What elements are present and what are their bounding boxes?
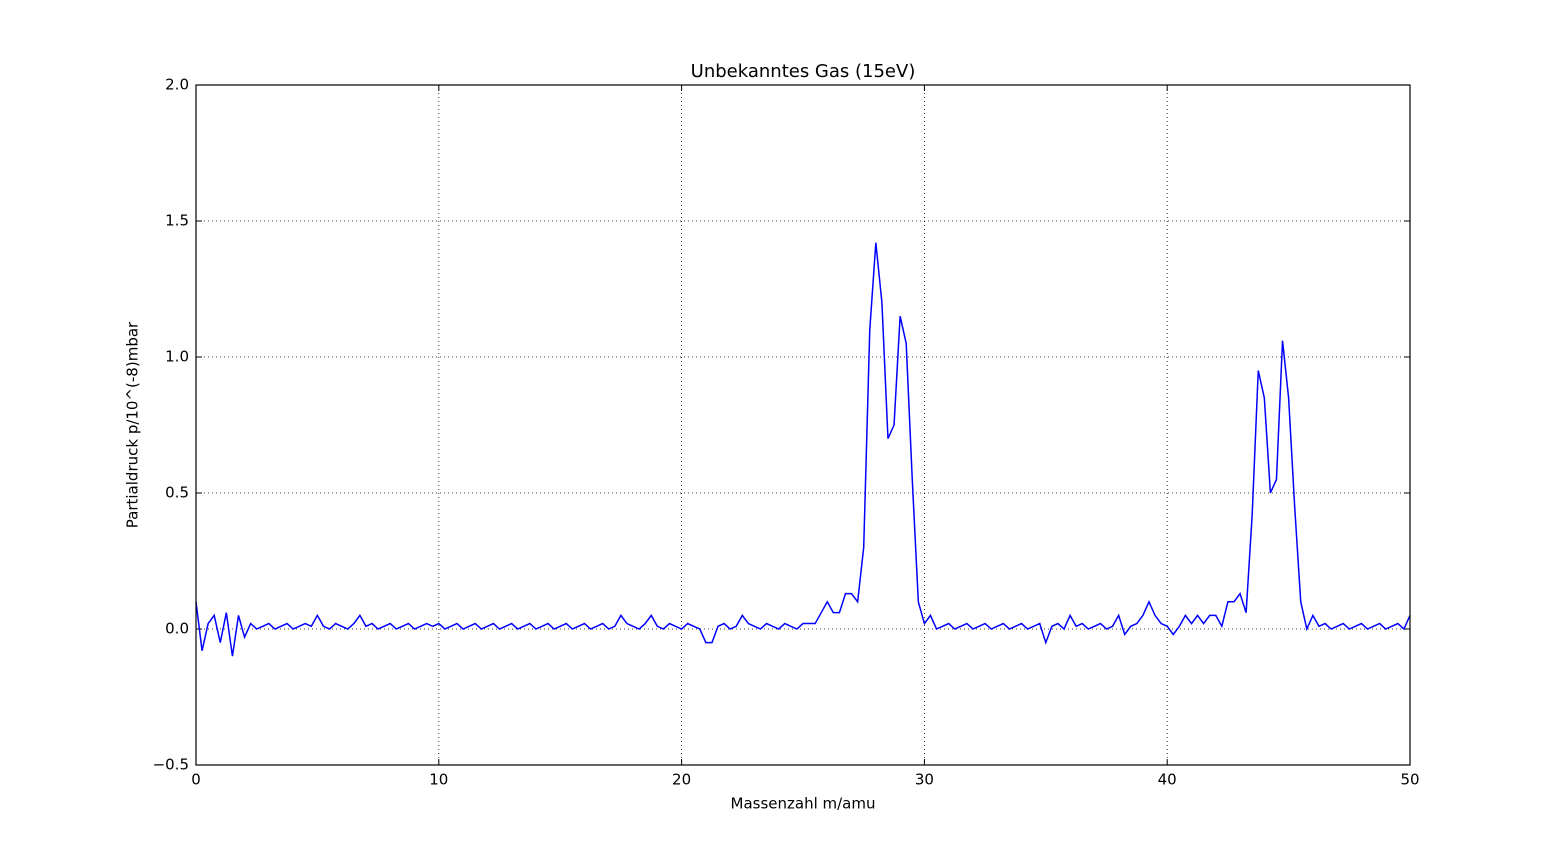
plot-frame bbox=[195, 84, 1411, 766]
y-tick-label: −0.5 bbox=[153, 756, 189, 774]
x-tick-label: 0 bbox=[191, 771, 201, 789]
data-line bbox=[195, 242, 1411, 657]
y-tick-label: 0.5 bbox=[165, 484, 189, 502]
x-tick-label: 10 bbox=[429, 771, 448, 789]
x-tick-label: 30 bbox=[915, 771, 934, 789]
x-tick-label: 50 bbox=[1400, 771, 1419, 789]
y-tick-label: 2.0 bbox=[165, 76, 189, 94]
y-tick-label: 1.5 bbox=[165, 212, 189, 230]
y-axis-label: Partialdruck p/10^(-8)mbar bbox=[124, 321, 142, 528]
chart-title: Unbekanntes Gas (15eV) bbox=[691, 61, 916, 82]
x-tick-label: 20 bbox=[672, 771, 691, 789]
y-tick-label: 1.0 bbox=[165, 348, 189, 366]
y-tick-label: 0.0 bbox=[165, 620, 189, 638]
x-tick-label: 40 bbox=[1158, 771, 1177, 789]
x-axis-label: Massenzahl m/amu bbox=[731, 795, 876, 813]
